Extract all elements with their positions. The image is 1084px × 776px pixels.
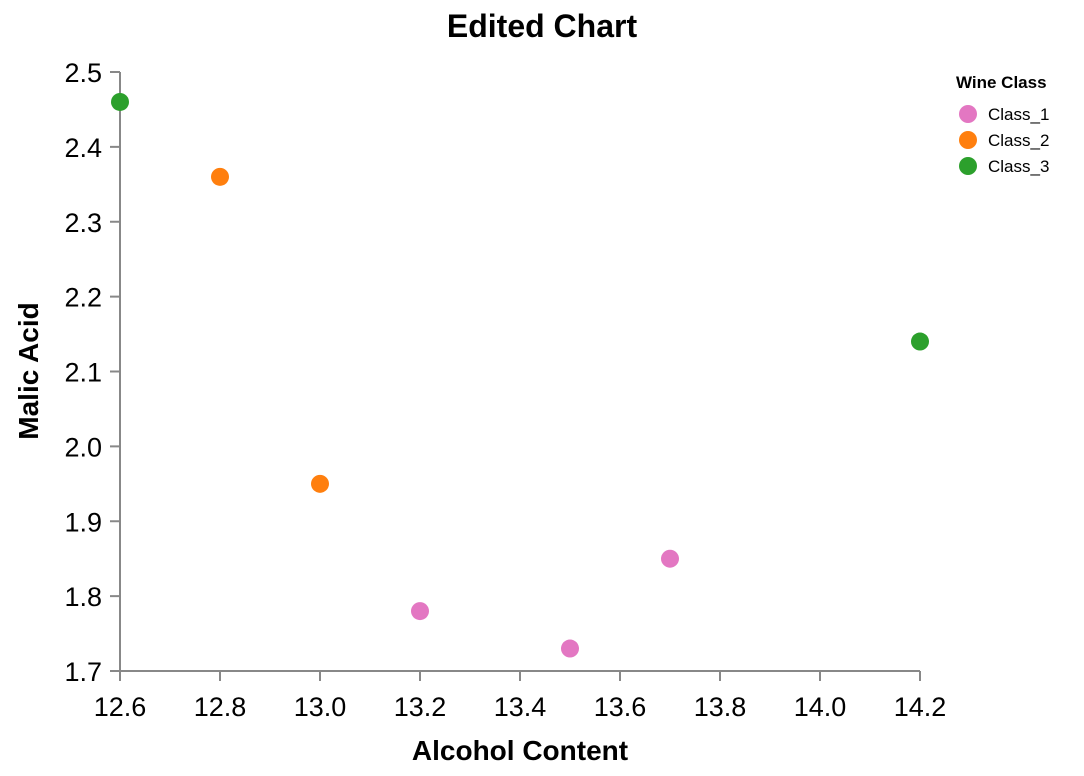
x-tick-label: 13.4 [494,692,547,722]
legend-label: Class_3 [988,157,1049,176]
data-point-class-2 [211,167,229,186]
x-tick-label: 13.8 [694,692,747,722]
y-axis: 1.7 1.8 1.9 2.0 2.1 2.2 2.3 2.4 2.5 [64,58,121,687]
x-tick-label: 14.2 [894,692,947,722]
y-tick-label: 2.0 [64,432,102,462]
legend-title: Wine Class [956,73,1047,92]
y-tick-label: 2.5 [64,58,102,88]
x-tick-label: 13.2 [394,692,447,722]
x-tick-label: 12.6 [94,692,147,722]
legend-swatch [959,157,977,175]
data-point-class-1 [661,549,679,568]
legend-swatch [959,105,977,123]
y-tick-label: 2.2 [64,283,102,313]
data-point-class-3 [111,92,129,111]
legend-items: Class_1 Class_2 Class_3 [959,105,1049,176]
data-point-class-1 [561,639,579,658]
y-tick-label: 2.4 [64,133,102,163]
y-axis-title: Malic Acid [13,302,44,439]
data-point-class-3 [911,332,929,351]
legend-swatch [959,131,977,149]
y-tick-label: 1.7 [64,657,102,687]
data-point-class-2 [311,474,329,493]
legend: Wine Class Class_1 Class_2 Class_3 [956,73,1049,176]
x-axis-title: Alcohol Content [412,735,628,766]
data-points [111,92,929,658]
x-tick-label: 14.0 [794,692,847,722]
y-tick-label: 1.9 [64,507,102,537]
x-tick-label: 13.6 [594,692,647,722]
y-tick-label: 2.3 [64,208,102,238]
y-tick-label: 2.1 [64,358,102,388]
x-tick-label: 13.0 [294,692,347,722]
x-axis: 12.6 12.8 13.0 13.2 13.4 13.6 13.8 14.0 14.2 [94,670,947,722]
x-tick-label: 12.8 [194,692,247,722]
chart-title: Edited Chart [447,8,638,44]
legend-label: Class_1 [988,105,1049,124]
data-point-class-1 [411,602,429,621]
y-tick-label: 1.8 [64,582,102,612]
legend-label: Class_2 [988,131,1049,150]
